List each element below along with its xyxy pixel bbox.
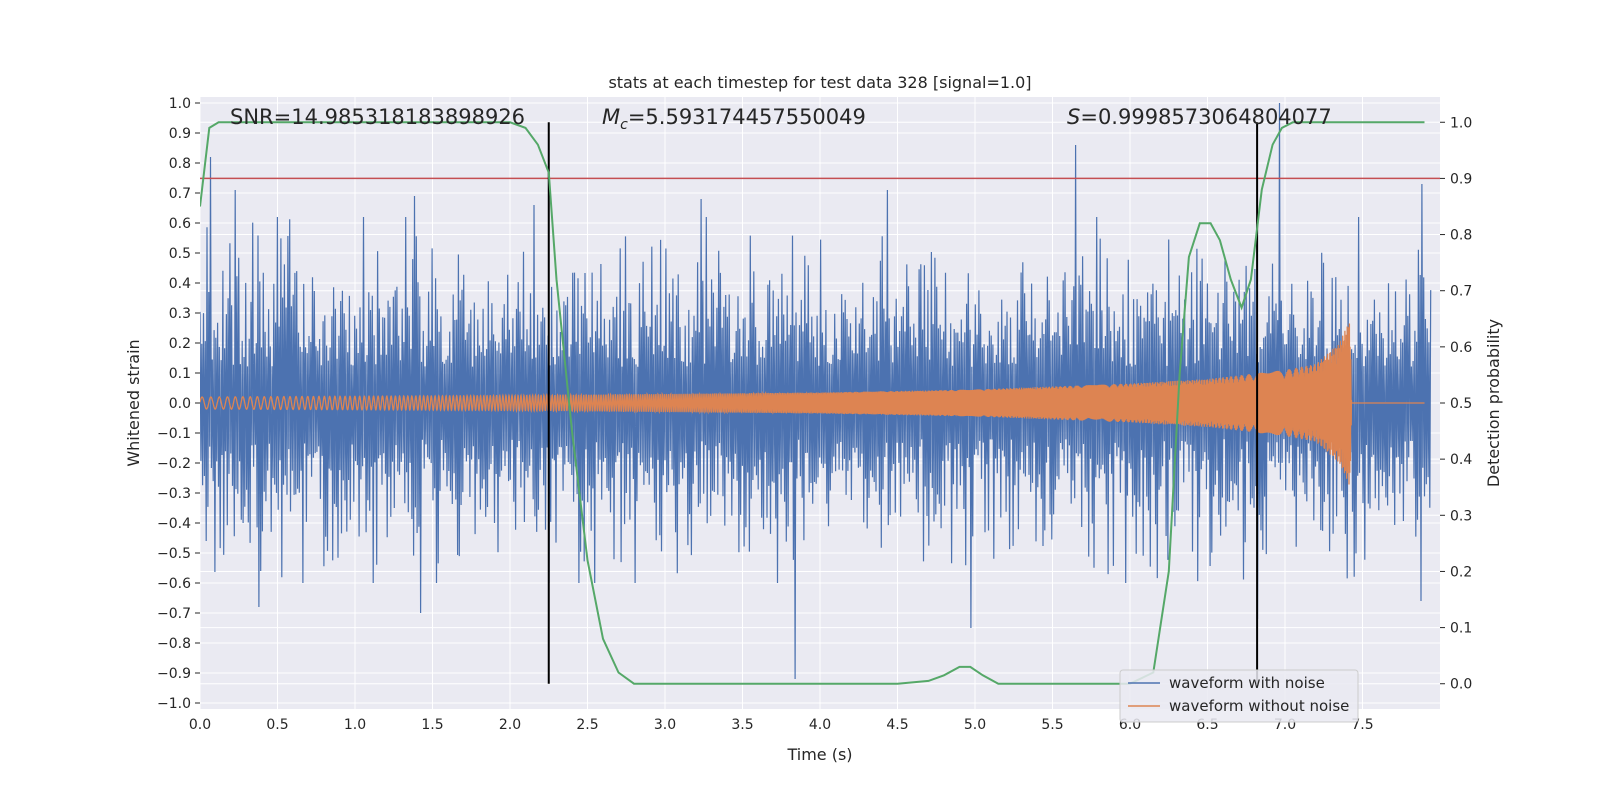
x-tick-label: 3.0 xyxy=(654,717,676,733)
y-tick-label: −0.9 xyxy=(157,666,191,682)
chart-title: stats at each timestep for test data 328… xyxy=(608,73,1031,92)
legend-box xyxy=(1119,669,1359,723)
y-tick-label: −0.5 xyxy=(157,546,191,562)
x-tick-label: 2.0 xyxy=(499,717,521,733)
x-tick-label: 5.0 xyxy=(964,717,986,733)
score-annotation: S=0.9998573064804077 xyxy=(1067,105,1332,129)
y-tick-label: 0.9 xyxy=(169,126,191,142)
y-tick-label: 0.4 xyxy=(169,276,191,292)
y-tick-label: −0.6 xyxy=(157,576,191,592)
x-tick-label: 4.0 xyxy=(809,717,831,733)
detection-probability-line xyxy=(200,121,1425,685)
legend-label-clean: waveform without noise xyxy=(1169,697,1349,715)
y-tick-label: 0.8 xyxy=(169,156,191,172)
y-tick-label: 0.3 xyxy=(169,306,191,322)
y-tick-label: −0.8 xyxy=(157,636,191,652)
y-tick-label: −0.7 xyxy=(157,606,191,622)
y-tick-label: 0.0 xyxy=(169,396,191,412)
x-tick-label: 4.5 xyxy=(886,717,908,733)
y2-tick-label: 0.1 xyxy=(1450,621,1472,637)
y-tick-label: 0.5 xyxy=(169,246,191,262)
x-tick-label: 0.0 xyxy=(189,717,211,733)
x-tick-label: 0.5 xyxy=(266,717,288,733)
x-tick-label: 1.5 xyxy=(421,717,443,733)
y2-tick-label: 0.5 xyxy=(1450,396,1472,412)
y2-tick-label: 0.6 xyxy=(1450,340,1472,356)
y-tick-label: 0.2 xyxy=(169,336,191,352)
y2-tick-label: 1.0 xyxy=(1450,115,1472,131)
y-axis-label: Whitened strain xyxy=(124,339,143,466)
y2-tick-label: 0.4 xyxy=(1450,452,1472,468)
x-tick-label: 1.0 xyxy=(344,717,366,733)
y2-tick-label: 0.2 xyxy=(1450,564,1472,580)
y2-tick-label: 0.0 xyxy=(1450,677,1472,693)
y2-tick-label: 0.8 xyxy=(1450,228,1472,244)
y-tick-label: −1.0 xyxy=(157,696,191,712)
x-tick-label: 5.5 xyxy=(1041,717,1063,733)
y-tick-label: −0.3 xyxy=(157,486,191,502)
y-tick-label: −0.1 xyxy=(157,426,191,442)
y2-tick-label: 0.7 xyxy=(1450,284,1472,300)
x-tick-label: 2.5 xyxy=(576,717,598,733)
x-axis-label: Time (s) xyxy=(786,745,852,764)
y2-tick-label: 0.3 xyxy=(1450,508,1472,524)
legend-label-noise: waveform with noise xyxy=(1169,674,1325,692)
y-tick-label: 0.6 xyxy=(169,216,191,232)
y2-axis-label: Detection probability xyxy=(1484,319,1503,487)
y-tick-label: 0.1 xyxy=(169,366,191,382)
x-tick-label: 3.5 xyxy=(731,717,753,733)
snr-annotation: SNR=14.985318183898926 xyxy=(230,105,525,129)
y-tick-label: −0.2 xyxy=(157,456,191,472)
y-tick-label: −0.4 xyxy=(157,516,191,532)
y-tick-label: 1.0 xyxy=(169,96,191,112)
waveform-without-noise-line xyxy=(200,323,1425,485)
chirp-mass-annotation: Mc=5.593174457550049 xyxy=(602,105,866,133)
y2-tick-label: 0.9 xyxy=(1450,171,1472,187)
y-tick-label: 0.7 xyxy=(169,186,191,202)
legend: waveform with noise waveform without noi… xyxy=(1119,669,1359,723)
